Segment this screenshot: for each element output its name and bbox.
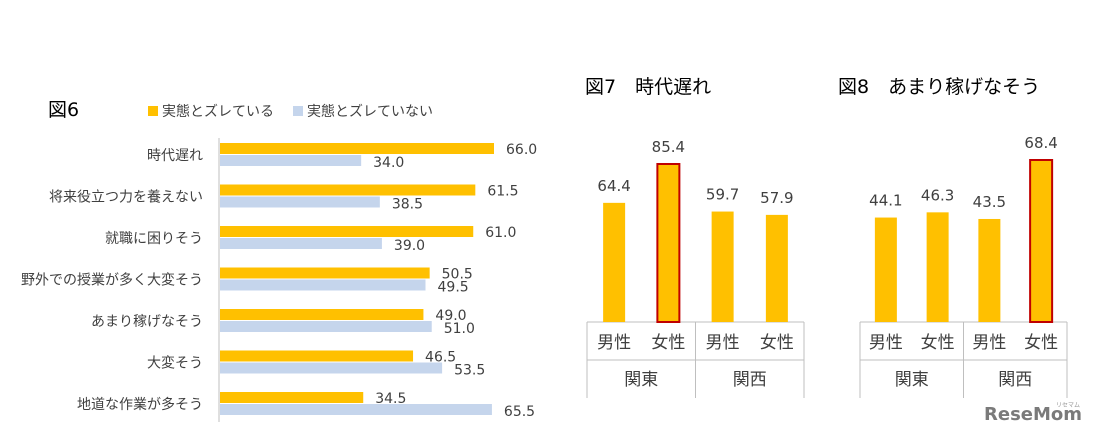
bar: [603, 202, 626, 322]
figure-6-title: 図6: [48, 99, 79, 121]
value-label-match: 53.5: [454, 363, 485, 379]
bar-mismatch: [220, 350, 414, 362]
value-label: 64.4: [597, 177, 630, 195]
legend-label-mismatch: 実態とズレている: [162, 104, 274, 120]
category-label: 将来役立つ力を養えない: [49, 189, 203, 206]
figure-6: 図6 実態とズレている 実態とズレていない 時代遅れ 66.0 34.0 将来役立つ力…: [21, 99, 537, 422]
bar-match: [220, 196, 380, 208]
bar: [926, 212, 949, 322]
category-label: 女性: [760, 333, 794, 353]
legend-swatch-match: [293, 106, 303, 116]
figure-6-legend: 実態とズレている 実態とズレていない: [148, 104, 433, 120]
bar-mismatch: [220, 143, 494, 154]
category-label: 野外での授業が多く大変そう: [21, 272, 203, 289]
category-label: 男性: [869, 333, 903, 353]
bar: [711, 211, 734, 322]
bar: [874, 217, 897, 322]
bar-match: [220, 362, 443, 374]
value-label: 44.1: [869, 192, 902, 210]
group-label: 関西: [733, 370, 767, 390]
resemom-logo: ReseMom リセマム: [984, 402, 1083, 425]
category-label: 時代遅れ: [147, 148, 203, 164]
logo-text: ReseMom: [984, 404, 1083, 425]
category-label: 男性: [597, 333, 631, 353]
category-label: 就職に困りそう: [105, 231, 203, 247]
category-label: あまり稼げなそう: [91, 314, 203, 330]
value-label-mismatch: 61.5: [487, 184, 518, 200]
figure-8-title: 図8 あまり稼げなそう: [838, 76, 1040, 98]
value-label-match: 49.5: [438, 280, 469, 296]
bar-mismatch: [220, 226, 474, 237]
value-label: 68.4: [1024, 134, 1057, 152]
bar-match: [220, 238, 382, 249]
bar-match: [220, 279, 426, 291]
value-label-mismatch: 66.0: [506, 142, 537, 158]
value-label: 43.5: [973, 193, 1006, 211]
value-label: 59.7: [706, 186, 739, 204]
bar-match: [220, 155, 362, 166]
value-label-match: 65.5: [504, 404, 535, 420]
bar: [978, 218, 1001, 322]
value-label: 57.9: [760, 189, 793, 207]
value-label-match: 51.0: [444, 321, 475, 337]
legend-label-match: 実態とズレていない: [307, 104, 433, 120]
bar-highlighted: [656, 163, 681, 323]
bar-mismatch: [220, 392, 364, 403]
category-label: 男性: [706, 333, 740, 353]
bar-mismatch: [220, 184, 476, 196]
figure-7-title: 図7 時代遅れ: [585, 76, 711, 98]
category-label: 大変そう: [147, 355, 203, 372]
category-label: 地道な作業が多そう: [77, 396, 203, 413]
value-label-mismatch: 50.5: [442, 267, 473, 283]
bar-highlighted: [1029, 159, 1054, 323]
logo-subtext: リセマム: [1056, 402, 1081, 409]
value-label-match: 34.0: [373, 155, 404, 171]
bar-match: [220, 321, 432, 332]
category-label: 女性: [921, 333, 955, 353]
bar: [765, 214, 788, 322]
bar-match: [220, 404, 492, 415]
group-label: 関東: [895, 370, 929, 390]
value-label-match: 39.0: [394, 238, 425, 254]
value-label-match: 38.5: [392, 197, 423, 213]
category-label: 女性: [651, 333, 685, 353]
bar-mismatch: [220, 267, 430, 279]
figure-6-marks: 時代遅れ 66.0 34.0 将来役立つ力を養えない 61.5 38.5 就職に困りそう 61…: [21, 142, 537, 420]
legend-swatch-mismatch: [148, 106, 158, 116]
category-label: 男性: [972, 333, 1006, 353]
category-label: 女性: [1024, 333, 1058, 353]
group-label: 関東: [624, 370, 658, 390]
group-label: 関西: [998, 370, 1032, 390]
bar-mismatch: [220, 309, 424, 320]
value-label: 46.3: [921, 186, 954, 204]
value-label-mismatch: 34.5: [375, 391, 406, 407]
value-label-mismatch: 61.0: [485, 225, 516, 241]
value-label-mismatch: 46.5: [425, 350, 456, 366]
value-label: 85.4: [652, 138, 685, 156]
value-label-mismatch: 49.0: [435, 308, 466, 324]
